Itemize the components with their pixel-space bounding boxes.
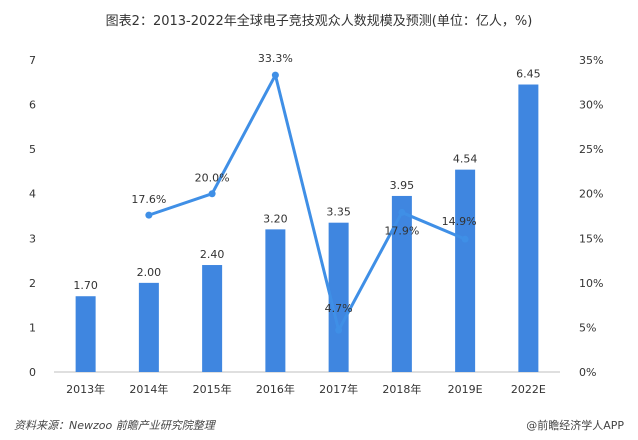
growth-point [335,326,343,334]
right-axis-tick: 5% [579,321,596,334]
growth-point [145,211,153,219]
bar [391,195,412,372]
x-axis-tick: 2016年 [256,382,295,396]
right-axis-tick: 20% [579,188,603,201]
bar [518,84,539,372]
growth-point [271,71,279,79]
source-note: 资料来源：Newzoo 前瞻产业研究院整理 [14,419,215,432]
left-axis-tick: 5 [29,143,36,156]
x-axis-tick: 2013年 [66,382,105,396]
growth-point [461,235,469,243]
bar [138,282,159,372]
growth-label: 20.0% [195,172,230,185]
right-axis-tick: 0% [579,366,596,379]
x-axis-tick: 2017年 [319,382,358,396]
bar-value-label: 2.40 [200,248,225,261]
bar-value-label: 6.45 [516,68,541,81]
bar-value-label: 3.35 [326,206,351,219]
growth-line [148,73,466,332]
bar [328,222,349,372]
left-axis-tick: 7 [29,54,36,67]
left-axis-tick: 3 [29,232,36,245]
bar-value-label: 3.20 [263,212,288,225]
left-axis-tick: 1 [29,321,36,334]
x-axis-tick: 2018年 [382,382,421,396]
growth-label: 33.3% [258,52,293,65]
right-axis-tick: 25% [579,143,603,156]
bar-value-label: 1.70 [73,279,98,292]
chart-title: 图表2：2013-2022年全球电子竞技观众人数规模及预测(单位：亿人，%) [105,14,533,29]
brand-note: @前瞻经济学人APP [526,419,624,432]
x-axis-tick: 2019E [448,383,483,396]
growth-label: 14.9% [442,215,477,228]
x-axis-tick: 2014年 [129,382,168,396]
bar [455,169,476,372]
growth-label: 4.7% [325,302,353,315]
growth-label: 17.9% [384,224,419,237]
bar [202,265,223,372]
growth-point [398,208,406,216]
bar [265,229,286,372]
right-axis-tick: 35% [579,54,603,67]
left-axis-tick: 4 [29,188,36,201]
left-axis-tick: 6 [29,99,36,112]
bar-value-label: 2.00 [137,266,162,279]
x-axis-tick: 2022E [511,383,546,396]
right-axis-tick: 30% [579,99,603,112]
growth-point [208,190,216,198]
bar-value-label: 4.54 [453,153,478,166]
right-axis-tick: 10% [579,277,603,290]
plot-area: 0 1 2 3 4 5 6 7 0% 5% 10% 15% 20% 25% 30% 35% 2013年 2014年… [29,52,603,396]
x-axis-tick: 2015年 [193,382,232,396]
bar [75,296,96,372]
growth-label: 17.6% [131,193,166,206]
left-axis-tick: 2 [29,277,36,290]
bar-value-label: 3.95 [390,179,415,192]
right-axis-tick: 15% [579,232,603,245]
left-axis-tick: 0 [29,366,36,379]
